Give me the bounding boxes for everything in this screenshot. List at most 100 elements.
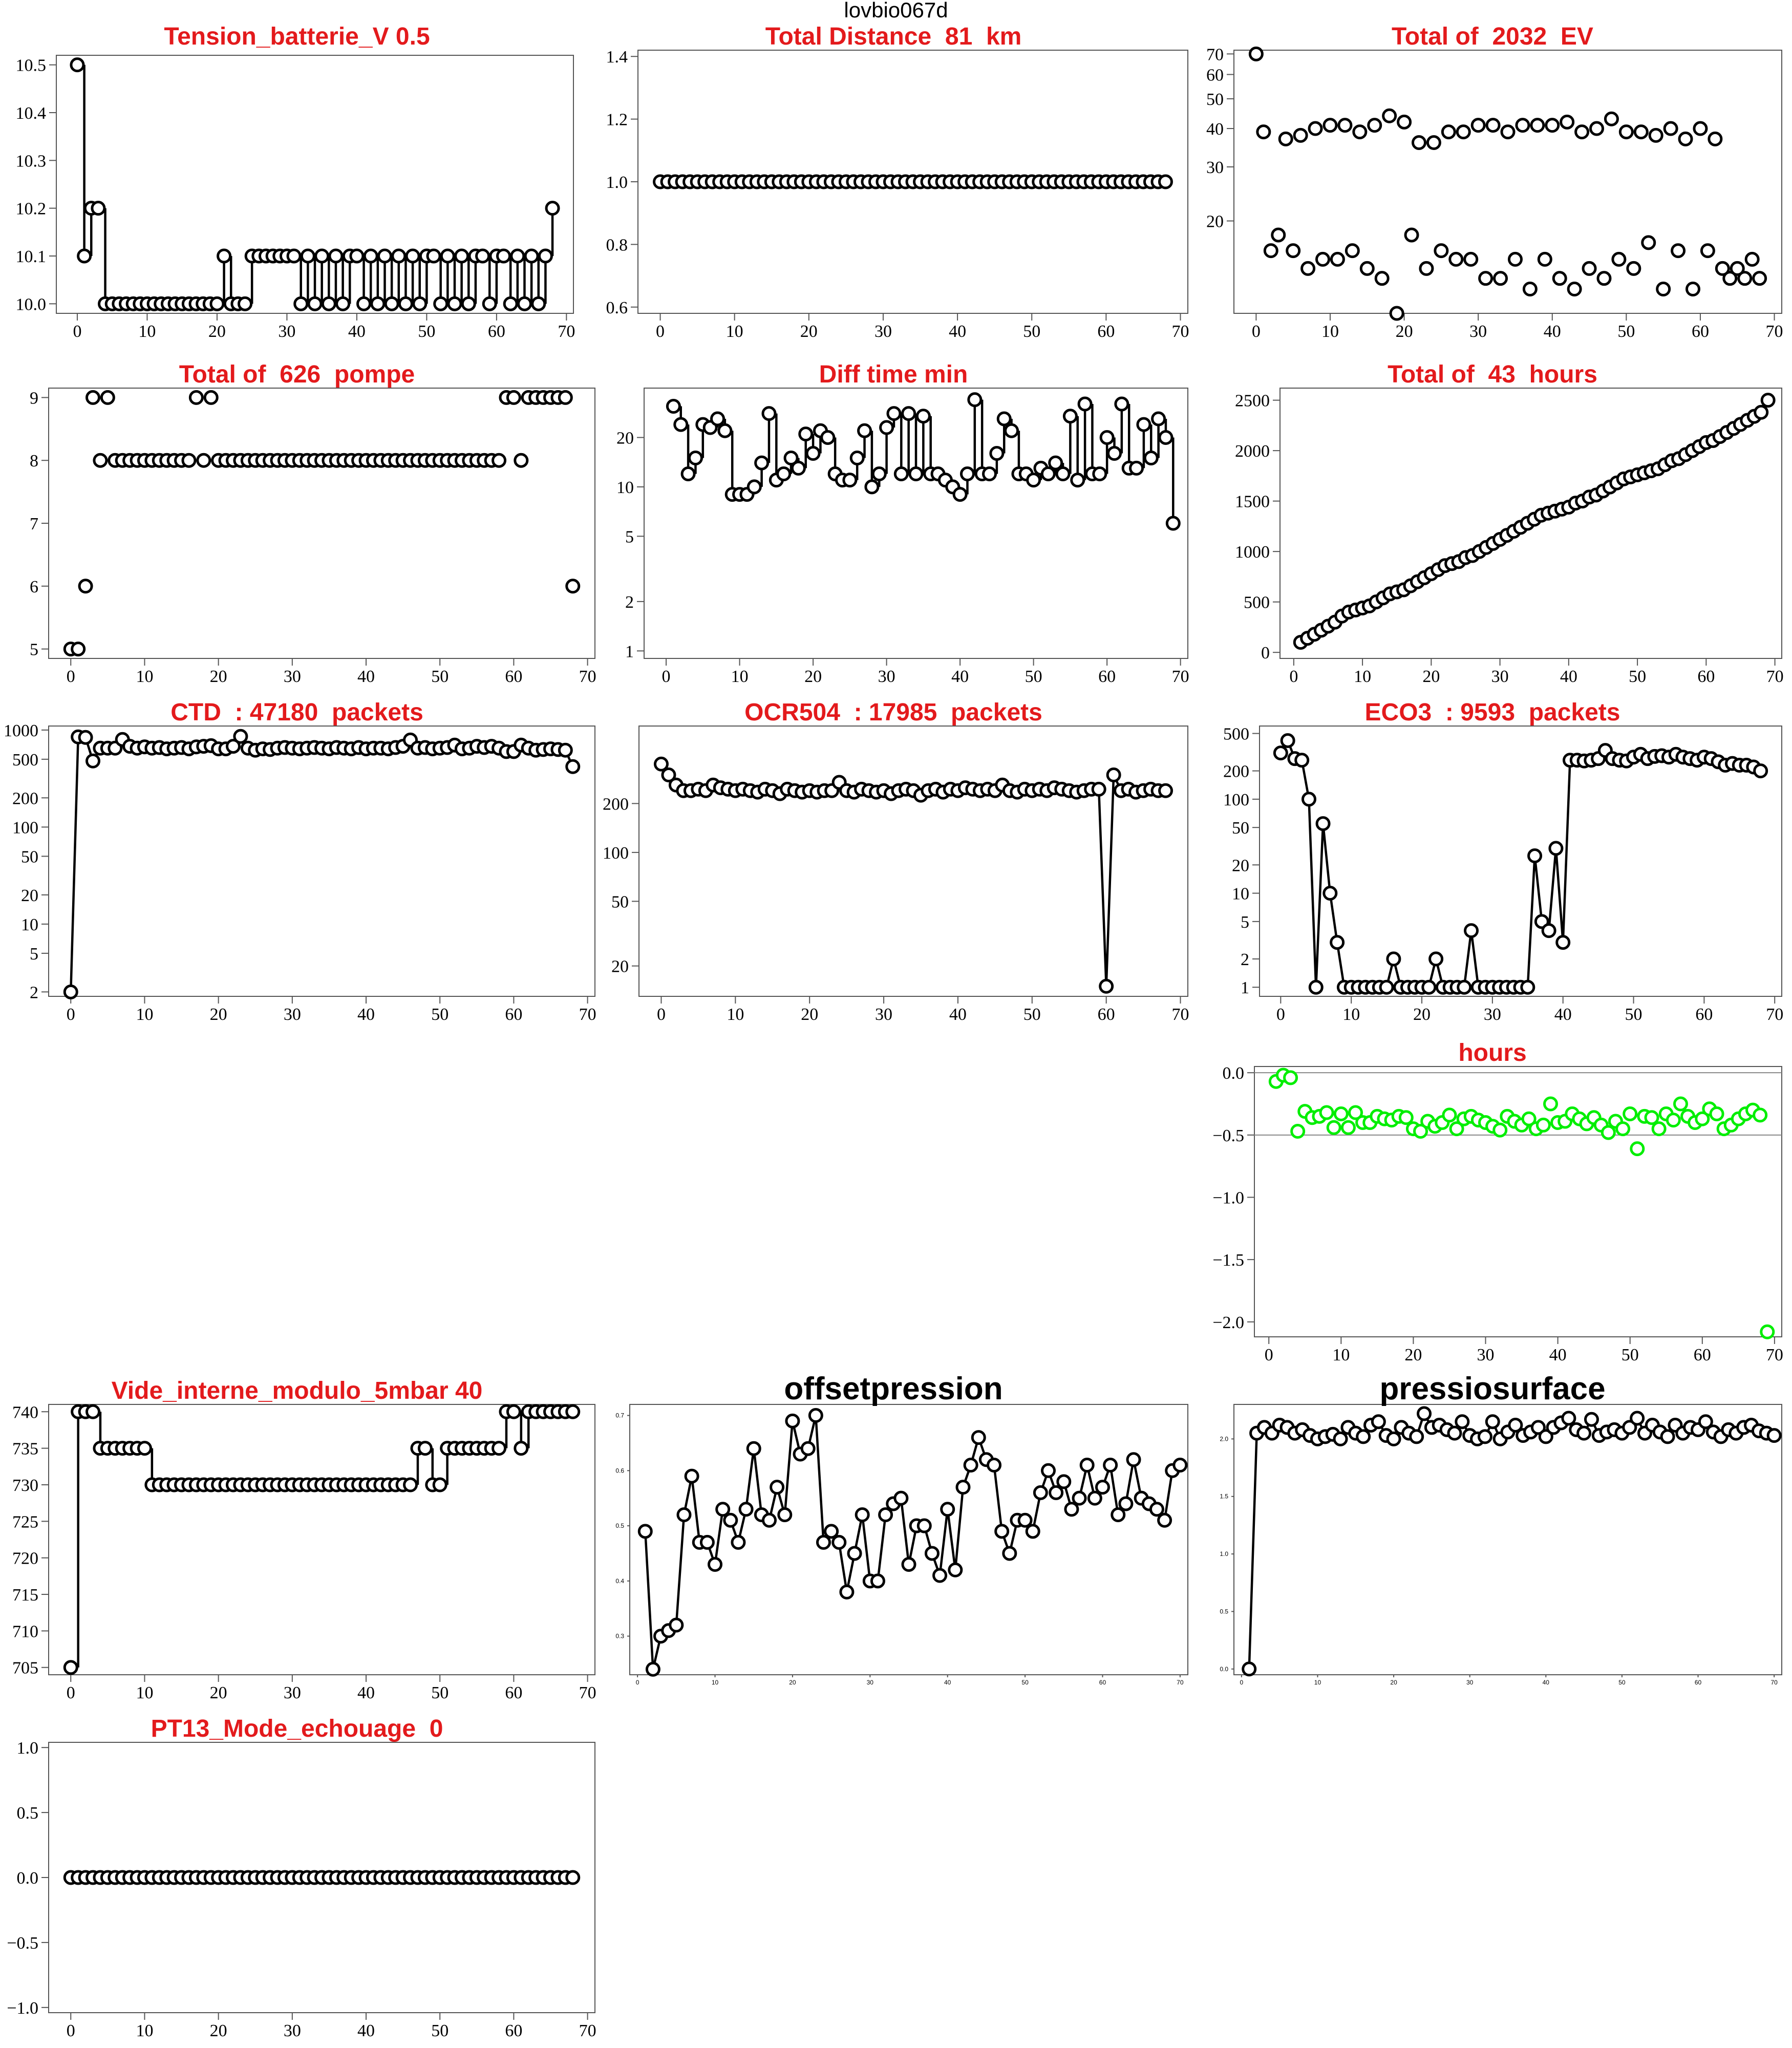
data-point (1428, 951, 1444, 967)
y-tick-label: 0.6 (606, 298, 628, 317)
x-tick-label: 10 (712, 1679, 719, 1686)
x-tick-label: 70 (1766, 1005, 1783, 1024)
data-point (1535, 1117, 1551, 1133)
data-point (1055, 466, 1071, 482)
data-point (1660, 1429, 1675, 1444)
data-point (1543, 1096, 1558, 1112)
x-tick-label: 70 (579, 667, 596, 686)
x-tick-label: 50 (1622, 1346, 1639, 1364)
y-tick-label: 500 (1223, 725, 1249, 744)
y-tick-label: 500 (1244, 593, 1270, 612)
data-point (1294, 753, 1310, 768)
data-point (496, 248, 511, 264)
data-point (1500, 124, 1516, 140)
data-point (403, 1477, 418, 1492)
data-point (1744, 251, 1760, 267)
y-tick-label: 0.0 (1220, 1666, 1228, 1673)
y-tick-label: 40 (1206, 120, 1224, 139)
data-point (1283, 1070, 1298, 1085)
plot-frame (644, 388, 1188, 659)
x-tick-label: 10 (136, 1005, 153, 1024)
chart-panel-ocr504: OCR504 : 17985 packets 0 10 20 30 40 50 60 70 20 5… (594, 691, 1193, 1024)
y-tick-label: 1 (1241, 978, 1249, 997)
x-tick-label: 10 (1332, 1346, 1350, 1364)
data-point (1485, 118, 1501, 133)
data-point (293, 296, 309, 311)
x-tick-label: 70 (1766, 667, 1784, 686)
y-tick-label: 1000 (1235, 543, 1270, 562)
data-point (1315, 816, 1331, 831)
y-tick-label: 100 (1223, 791, 1249, 809)
data-point (538, 248, 553, 264)
data-point (963, 1458, 978, 1473)
data-point (1322, 118, 1338, 133)
data-point (1537, 251, 1552, 267)
data-point (514, 1441, 529, 1456)
data-point (1596, 271, 1612, 286)
data-point (864, 479, 880, 495)
data-point (384, 296, 399, 311)
data-point (1248, 46, 1264, 61)
data-point (1072, 1490, 1087, 1506)
x-tick-label: 70 (579, 1005, 596, 1024)
data-point (524, 248, 539, 264)
y-tick-label: 70 (1206, 45, 1224, 64)
data-point (1273, 745, 1288, 761)
data-point (531, 296, 546, 311)
data-point (377, 248, 392, 264)
data-point (1656, 282, 1671, 297)
data-point (1126, 1452, 1141, 1467)
data-point (1419, 261, 1434, 276)
data-point (1541, 923, 1556, 938)
data-point (78, 579, 93, 594)
data-point (1379, 979, 1394, 995)
chart-svg: 0 10 20 30 40 50 60 70 10.0 10.1 10.2 10.3 10.4 10.5 (16, 55, 575, 341)
data-point (1172, 1458, 1188, 1473)
data-point (1709, 1106, 1724, 1121)
y-tick-label: 1.5 (1220, 1493, 1228, 1500)
data-point (959, 466, 975, 482)
data-point (870, 1573, 885, 1589)
y-tick-label: 10 (21, 915, 38, 934)
x-tick-label: 50 (431, 2021, 449, 2040)
x-tick-label: 50 (431, 1683, 449, 1702)
data-point (1322, 886, 1338, 901)
data-point (1382, 108, 1397, 123)
data-point (503, 296, 518, 311)
data-point (805, 446, 821, 461)
x-tick-label: 40 (348, 322, 366, 341)
x-tick-label: 40 (1543, 1679, 1550, 1686)
data-point (233, 729, 248, 744)
data-point (1333, 1106, 1349, 1121)
plot-frame (1259, 726, 1782, 997)
data-point (849, 450, 865, 465)
x-tick-label: 40 (949, 322, 966, 341)
chart-panel-eco3: ECO3 : 9593 packets 0 10 20 30 40 50 60 70 1 2 5 10 2… (1193, 691, 1792, 1024)
x-tick-label: 20 (1396, 322, 1413, 341)
data-point (1256, 124, 1271, 140)
data-point (517, 296, 532, 311)
x-tick-label: 20 (210, 1005, 227, 1024)
data-point (1463, 251, 1479, 267)
data-point (1389, 306, 1404, 321)
x-tick-label: 70 (1172, 667, 1189, 686)
data-point (971, 1430, 986, 1445)
x-tick-label: 70 (1177, 1679, 1184, 1686)
x-tick-label: 70 (1766, 322, 1783, 341)
x-tick-label: 20 (1404, 1346, 1422, 1364)
data-point (461, 296, 476, 311)
data-point (673, 417, 689, 432)
data-point (1417, 1406, 1432, 1421)
y-tick-label: 0.6 (615, 1467, 624, 1474)
x-tick-label: 20 (1413, 1005, 1431, 1024)
data-point (1293, 127, 1308, 143)
chart-panel-distance: Total Distance 81 km 0 10 20 30 40 50 60 70 0.6 0.… (594, 15, 1193, 343)
x-tick-label: 20 (1390, 1679, 1397, 1686)
y-tick-label: 8 (30, 452, 38, 471)
data-point (901, 406, 916, 421)
x-tick-label: 60 (1099, 1679, 1106, 1686)
data-point (653, 756, 669, 772)
x-tick-label: 20 (800, 322, 818, 341)
y-tick-label: 705 (12, 1659, 38, 1678)
chart-svg: 0 10 20 30 40 50 60 70 20 30 40 50 60 70 (1206, 45, 1783, 341)
